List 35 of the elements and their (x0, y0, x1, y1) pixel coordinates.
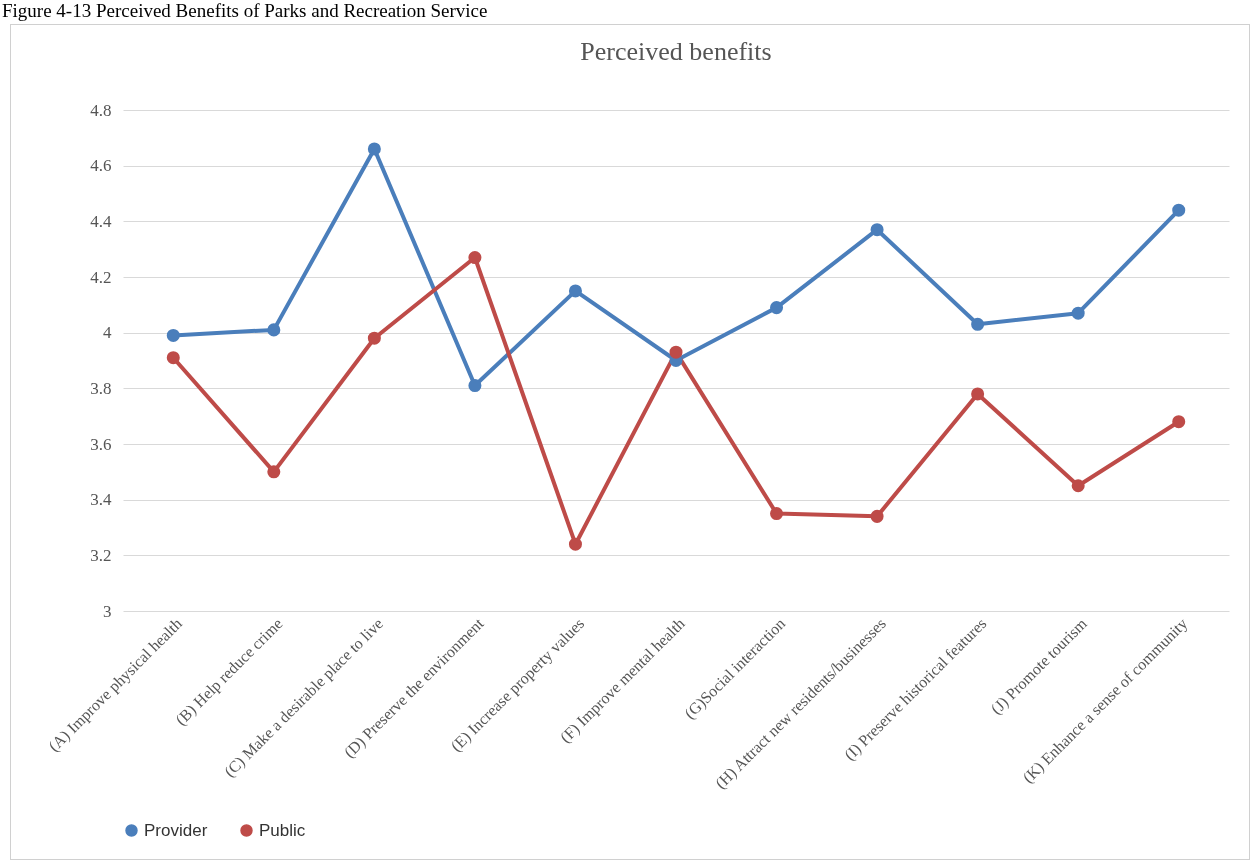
point (870, 509, 884, 523)
y-tick-label: 3.8 (90, 378, 112, 398)
point (468, 379, 482, 393)
y-tick-label: 3.2 (90, 545, 112, 565)
point (1172, 203, 1186, 217)
point (267, 323, 281, 337)
point (971, 387, 985, 401)
point (166, 351, 180, 365)
point (166, 328, 180, 342)
point (568, 537, 582, 551)
point (870, 223, 884, 237)
point (367, 331, 381, 345)
point (1071, 479, 1085, 493)
y-tick-label: 4.6 (90, 156, 112, 176)
legend-label: Public (259, 820, 306, 840)
y-tick-label: 4.4 (90, 211, 112, 231)
point (971, 317, 985, 331)
point (568, 284, 582, 298)
y-tick-label: 4.8 (90, 100, 112, 120)
point (669, 345, 683, 359)
y-tick-label: 3 (103, 601, 112, 621)
point (267, 465, 281, 479)
caption: Figure 4-13 Perceived Benefits of Parks and Recreation Service (1, 0, 489, 22)
y-tick-label: 4 (103, 323, 112, 343)
y-tick-label: 3.4 (90, 490, 112, 510)
point (1071, 306, 1085, 320)
point (468, 251, 482, 265)
y-tick-label: 4.2 (90, 267, 112, 287)
point (770, 301, 784, 315)
legend-label: Provider (144, 820, 208, 840)
point (367, 142, 381, 156)
chart-title: Perceived benefits (580, 37, 772, 66)
y-tick-label: 3.6 (90, 434, 112, 454)
point (770, 507, 784, 521)
point (1172, 415, 1186, 429)
